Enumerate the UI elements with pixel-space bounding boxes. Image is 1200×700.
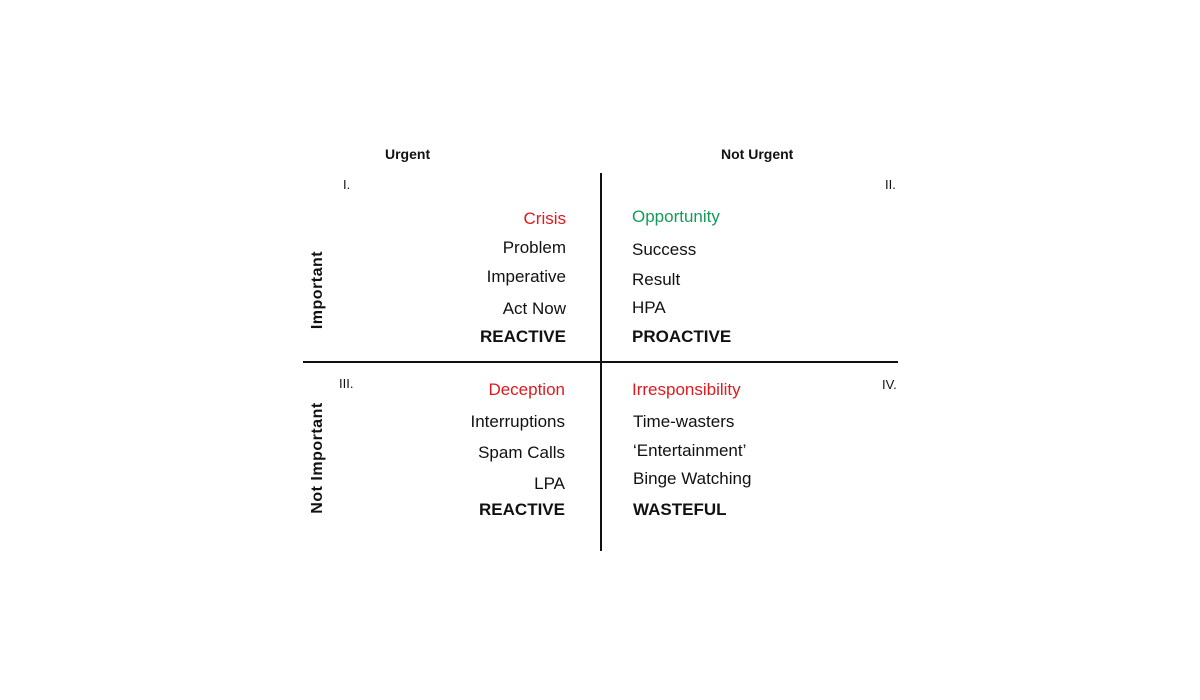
column-heading-not-urgent: Not Urgent — [721, 146, 794, 162]
row-label-important: Important — [309, 250, 326, 330]
quadrant-numeral: IV. — [882, 377, 897, 392]
quadrant-item: Result — [632, 270, 681, 289]
quadrant-numeral: I. — [343, 177, 351, 192]
quadrant-item: Binge Watching — [633, 469, 752, 488]
quadrant-tag: WASTEFUL — [633, 500, 727, 519]
quadrant-item: Interruptions — [470, 412, 566, 431]
quadrant-numeral: II. — [885, 177, 896, 192]
quadrant-item: HPA — [632, 298, 666, 317]
quadrant-item: LPA — [534, 474, 565, 493]
quadrant-heading: Deception — [488, 380, 565, 399]
quadrant-tag: REACTIVE — [479, 500, 565, 519]
quadrant-item: Time-wasters — [633, 412, 735, 431]
quadrant-numeral: III. — [339, 376, 354, 391]
quadrant-tag: PROACTIVE — [632, 327, 732, 346]
quadrant-item: Problem — [502, 238, 566, 257]
quadrant-tag: REACTIVE — [480, 327, 566, 346]
quadrant-heading: Opportunity — [632, 207, 720, 226]
row-label-not-important: Not Important — [309, 402, 326, 514]
quadrant-item: Spam Calls — [478, 443, 565, 462]
quadrant-item: Act Now — [502, 299, 566, 318]
quadrant-item: Success — [632, 240, 697, 259]
quadrant-item: ‘Entertainment’ — [633, 441, 747, 460]
column-heading-urgent: Urgent — [385, 146, 431, 162]
horizontal-divider — [303, 361, 898, 363]
quadrant-item: Imperative — [486, 267, 566, 286]
quadrant-heading: Crisis — [523, 209, 567, 228]
quadrant-heading: Irresponsibility — [632, 380, 741, 399]
